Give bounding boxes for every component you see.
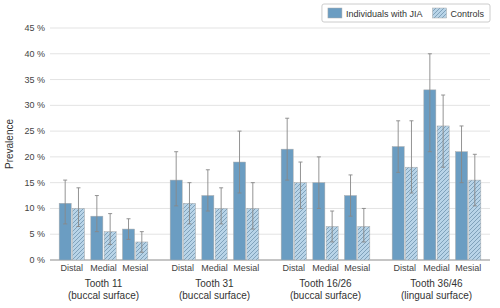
x-tick-label: Mesial <box>122 263 148 273</box>
error-bar <box>219 188 223 224</box>
y-tick-label: 15 % <box>24 178 45 188</box>
error-bar <box>409 121 413 193</box>
legend-swatch <box>432 8 446 18</box>
y-tick-label: 5 % <box>29 229 45 239</box>
y-tick-label: 30 % <box>24 100 45 110</box>
x-tick-label: Distal <box>283 263 306 273</box>
error-bar <box>330 211 334 242</box>
group-label: Tooth 11 <box>85 278 123 289</box>
y-ticks: 0 % 5 % 10 % 15 % 20 % 25 % 30 % 35 % 40 % 45 % <box>24 23 45 265</box>
error-bar <box>76 188 80 227</box>
x-tick-label: Distal <box>172 263 195 273</box>
y-tick-label: 45 % <box>24 23 45 33</box>
group-label: Tooth 31 <box>195 278 234 289</box>
x-tick-label: Medial <box>90 263 117 273</box>
x-tick-label: Medial <box>312 263 339 273</box>
x-tick-label: Mesial <box>344 263 370 273</box>
x-ticks: Distal Medial Mesial Distal Medial Mesial Dist… <box>61 263 482 273</box>
error-bar <box>206 170 210 211</box>
error-bar <box>349 175 353 216</box>
error-bar <box>127 219 131 240</box>
error-bar <box>298 162 302 208</box>
grid-line <box>50 53 490 54</box>
group-labels: Tooth 11(buccal surface)Tooth 31(buccal … <box>68 278 472 301</box>
group-label: (buccal surface) <box>68 290 139 301</box>
y-tick-label: 0 % <box>29 255 45 265</box>
error-bar <box>473 154 477 206</box>
x-tick-label: Distal <box>394 263 417 273</box>
error-bar <box>441 95 445 167</box>
y-tick-label: 10 % <box>24 203 45 213</box>
error-bar <box>140 232 144 253</box>
x-tick-label: Medial <box>201 263 228 273</box>
x-tick-label: Distal <box>61 263 84 273</box>
x-tick-label: Mesial <box>455 263 481 273</box>
legend-label: Individuals with JIA <box>346 9 423 19</box>
error-bar <box>63 180 67 224</box>
error-bar <box>396 121 400 173</box>
bars <box>59 90 481 260</box>
error-bar <box>174 152 178 206</box>
error-bar <box>317 157 321 209</box>
error-bar <box>362 208 366 242</box>
grid-line <box>50 28 490 29</box>
error-bar <box>251 183 255 229</box>
error-bar <box>187 183 191 224</box>
chart: 0 % 5 % 10 % 15 % 20 % 25 % 30 % 35 % 40 % 45 % Pr… <box>0 0 500 308</box>
legend-frame <box>322 4 490 22</box>
y-tick-label: 40 % <box>24 49 45 59</box>
grid-line <box>50 79 490 80</box>
error-bar <box>108 214 112 245</box>
group-label: (buccal surface) <box>179 290 250 301</box>
group-label: Tooth 36/46 <box>410 278 463 289</box>
error-bar <box>95 196 99 232</box>
group-label: (buccal surface) <box>290 290 361 301</box>
y-grid <box>50 28 490 260</box>
y-tick-label: 35 % <box>24 75 45 85</box>
legend-label: Controls <box>450 9 484 19</box>
error-bar <box>460 126 464 183</box>
error-bar <box>238 131 242 193</box>
error-bars <box>63 54 477 252</box>
group-label: (lingual surface) <box>401 290 472 301</box>
group-label: Tooth 16/26 <box>299 278 352 289</box>
legend-swatch <box>328 8 342 18</box>
y-tick-label: 20 % <box>24 152 45 162</box>
legend: Individuals with JIA Controls <box>322 4 490 22</box>
x-tick-label: Mesial <box>233 263 259 273</box>
y-axis-label: Prevalence <box>4 119 15 169</box>
error-bar <box>285 118 289 180</box>
y-tick-label: 25 % <box>24 126 45 136</box>
x-tick-label: Medial <box>423 263 450 273</box>
error-bar <box>428 54 432 152</box>
